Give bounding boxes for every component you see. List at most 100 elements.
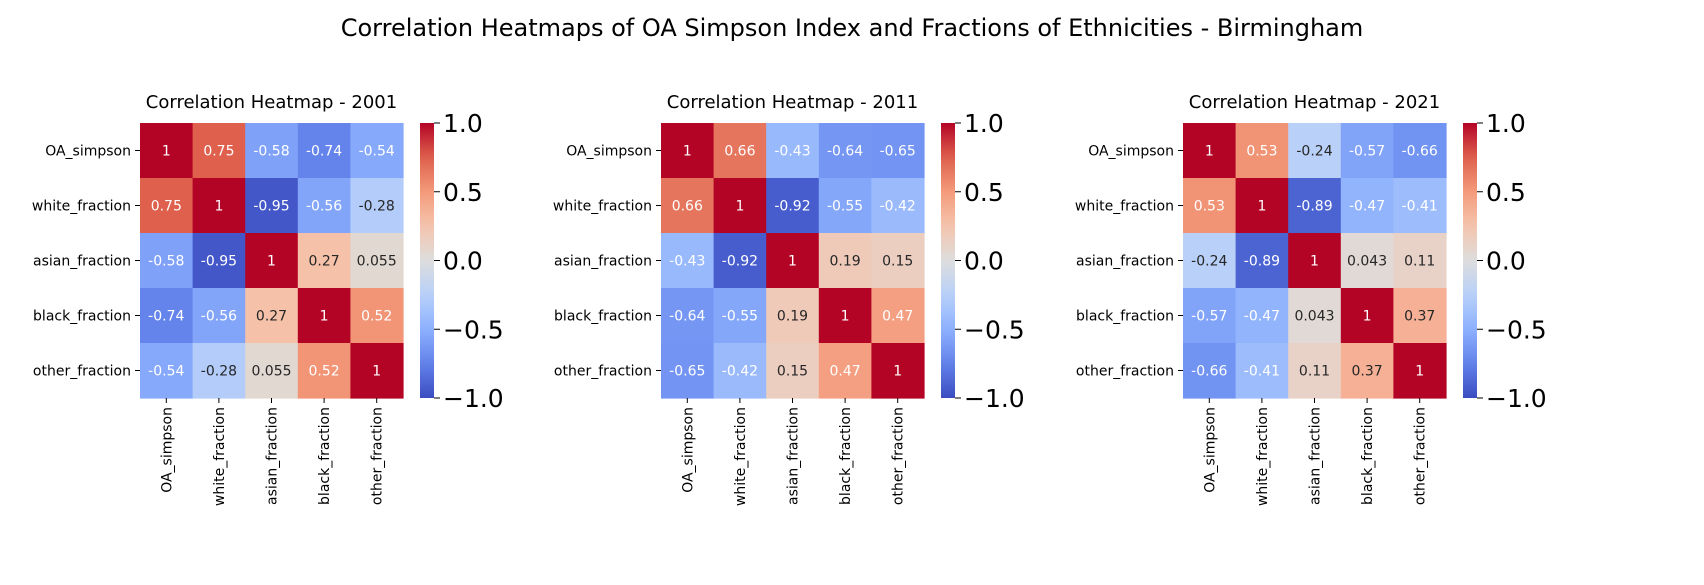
cell-value-label: -0.58 <box>253 144 289 160</box>
heatmap-cell <box>192 178 246 234</box>
cell-value-label: 0.11 <box>1404 254 1435 270</box>
heatmap-cell <box>1393 288 1447 344</box>
cell-value-label: 0.055 <box>251 364 291 380</box>
cell-value-label: -0.42 <box>880 199 916 215</box>
colorbar-tick-label: 0.5 <box>443 178 483 207</box>
cell-value-label: 1 <box>1363 309 1372 325</box>
cell-value-label: -0.47 <box>1244 309 1280 325</box>
cell-value-label: 1 <box>267 254 276 270</box>
cell-value-label: 1 <box>372 364 381 380</box>
heatmap-cell <box>1235 343 1289 399</box>
heatmap-cell <box>661 123 715 179</box>
heatmap-cell <box>245 123 299 179</box>
heatmap-cell <box>140 233 194 289</box>
heatmap-cell <box>1340 233 1394 289</box>
colorbar-tick-label: −1.0 <box>1486 384 1547 413</box>
heatmap-cell <box>1235 288 1289 344</box>
colorbar-tick-label: 0.0 <box>964 247 1004 276</box>
heatmap-cell <box>245 288 299 344</box>
heatmap-cell <box>713 288 767 344</box>
column-label: black_fraction <box>838 407 854 505</box>
cell-value-label: -0.47 <box>1349 199 1385 215</box>
heatmap-cell <box>661 233 715 289</box>
colorbar-tick-label: 0.0 <box>1486 247 1526 276</box>
column-label: black_fraction <box>1360 407 1376 505</box>
column-label: black_fraction <box>317 407 333 505</box>
row-label: other_fraction <box>554 364 652 380</box>
column-label: white_fraction <box>733 407 749 506</box>
cell-value-label: 0.37 <box>1352 364 1383 380</box>
column-label: asian_fraction <box>1308 407 1324 505</box>
column-label: other_fraction <box>1413 407 1429 505</box>
cell-value-label: -0.95 <box>253 199 289 215</box>
colorbar-tick-label: −0.5 <box>443 315 504 344</box>
cell-value-label: -0.24 <box>1296 144 1332 160</box>
heatmap-cell <box>713 233 767 289</box>
row-label: white_fraction <box>32 199 131 215</box>
cell-value-label: -0.42 <box>722 364 758 380</box>
cell-value-label: -0.58 <box>148 254 184 270</box>
heatmap-cell <box>713 178 767 234</box>
heatmap-cell <box>192 123 246 179</box>
cell-value-label: -0.55 <box>722 309 758 325</box>
row-label: white_fraction <box>1075 199 1174 215</box>
cell-value-label: -0.92 <box>774 199 810 215</box>
heatmap-cell <box>350 233 404 289</box>
heatmap-cell <box>1183 343 1237 399</box>
heatmap-cell <box>1183 288 1237 344</box>
column-label: asian_fraction <box>265 407 281 505</box>
cell-value-label: -0.43 <box>669 254 705 270</box>
column-label: OA_simpson <box>159 407 175 493</box>
heatmap-cell <box>818 178 872 234</box>
row-label: asian_fraction <box>1076 254 1174 270</box>
row-label: white_fraction <box>553 199 652 215</box>
column-label: OA_simpson <box>680 407 696 493</box>
heatmap-cell <box>818 343 872 399</box>
figure-title: Correlation Heatmaps of OA Simpson Index… <box>340 14 1364 42</box>
heatmap-cell <box>713 343 767 399</box>
cell-value-label: -0.92 <box>722 254 758 270</box>
column-label: asian_fraction <box>786 407 802 505</box>
cell-value-label: 1 <box>841 309 850 325</box>
cell-value-label: -0.55 <box>827 199 863 215</box>
cell-value-label: -0.56 <box>201 309 237 325</box>
heatmap-cell <box>192 343 246 399</box>
cell-value-label: 0.75 <box>151 199 182 215</box>
cell-value-label: 1 <box>788 254 797 270</box>
row-label: asian_fraction <box>554 254 652 270</box>
heatmap-cell <box>871 123 925 179</box>
heatmap-cell <box>1393 123 1447 179</box>
heatmap-cell <box>766 233 820 289</box>
heatmap-cell <box>1235 123 1289 179</box>
heatmap-cell <box>1340 178 1394 234</box>
heatmap-cell <box>871 343 925 399</box>
cell-value-label: -0.65 <box>669 364 705 380</box>
cell-value-label: -0.74 <box>306 144 342 160</box>
colorbar <box>941 123 955 398</box>
heatmap-cell <box>297 178 351 234</box>
heatmap-cell <box>1288 123 1342 179</box>
cell-value-label: 0.19 <box>830 254 861 270</box>
cell-value-label: -0.56 <box>306 199 342 215</box>
cell-value-label: -0.66 <box>1191 364 1227 380</box>
colorbar-tick-label: 1.0 <box>443 109 483 138</box>
heatmap-cell <box>871 178 925 234</box>
cell-value-label: 0.043 <box>1294 309 1334 325</box>
cell-value-label: -0.41 <box>1244 364 1280 380</box>
colorbar-tick-label: −0.5 <box>1486 315 1547 344</box>
cell-value-label: 1 <box>683 144 692 160</box>
heatmap-cell <box>766 343 820 399</box>
cell-value-label: 0.47 <box>830 364 861 380</box>
heatmap-cell <box>1393 233 1447 289</box>
cell-value-label: 0.52 <box>361 309 392 325</box>
cell-value-label: -0.66 <box>1402 144 1438 160</box>
cell-value-label: -0.43 <box>774 144 810 160</box>
heatmap-cell <box>140 178 194 234</box>
heatmap-cell <box>1340 343 1394 399</box>
cell-value-label: 0.53 <box>1194 199 1225 215</box>
cell-value-label: -0.57 <box>1349 144 1385 160</box>
heatmap-cell <box>245 233 299 289</box>
column-label: white_fraction <box>212 407 228 506</box>
cell-value-label: -0.74 <box>148 309 184 325</box>
